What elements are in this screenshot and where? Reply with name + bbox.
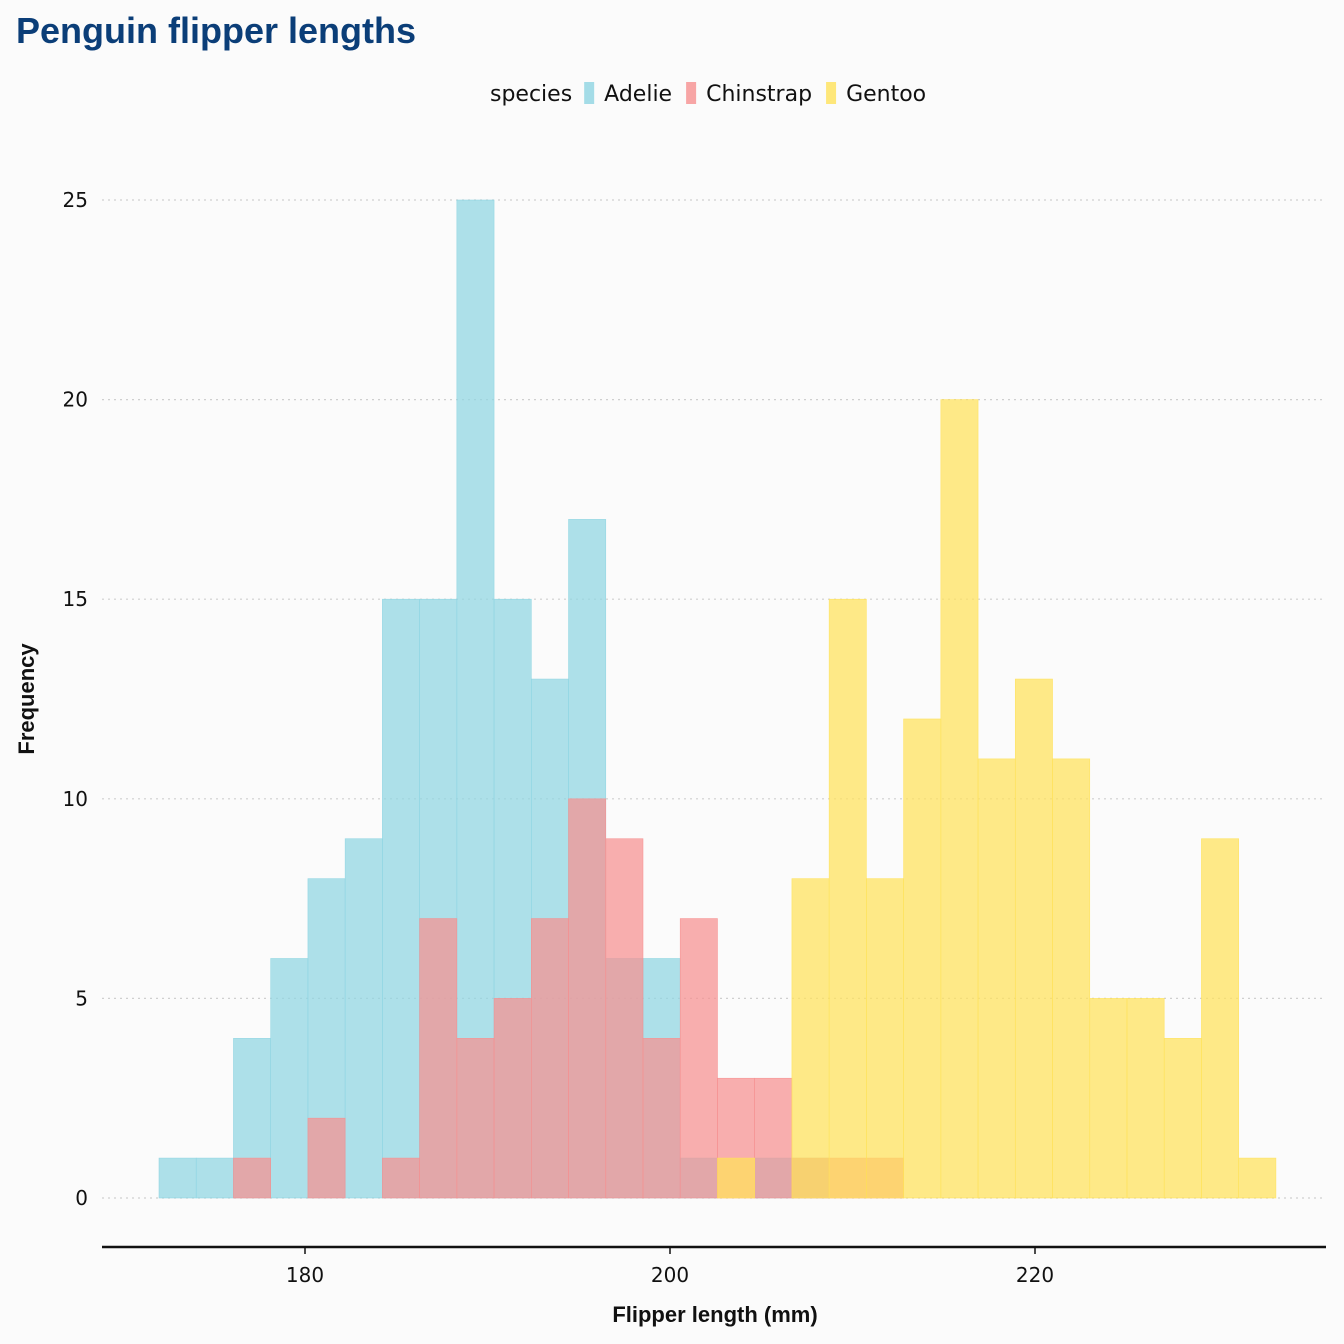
bar-chinstrap [456,1038,495,1199]
bar-chinstrap [642,1038,681,1199]
y-tick-label: 10 [63,787,88,811]
bar-chinstrap [568,798,607,1199]
bar-chinstrap [530,918,569,1199]
bar-chinstrap [605,838,644,1199]
bar-gentoo [1126,998,1165,1199]
bar-adelie [270,958,309,1199]
bar-chinstrap [419,918,458,1199]
y-tick-label: 25 [63,188,88,212]
chart-title: Penguin flipper lengths [16,10,416,51]
legend-label-chinstrap: Chinstrap [706,82,812,107]
histogram-bars [158,199,1277,1199]
bar-chinstrap [679,918,718,1199]
bar-chinstrap [382,1157,420,1199]
legend-swatch-chinstrap [686,82,697,104]
bar-chinstrap [493,998,532,1199]
x-tick-label: 200 [651,1263,689,1287]
legend-label-gentoo: Gentoo [846,82,926,107]
bar-adelie [158,1157,197,1199]
bar-gentoo [1052,758,1091,1199]
axes: 0 5 10 15 20 25 180 200 220 [63,188,1326,1287]
bar-chinstrap [754,1077,793,1199]
legend: species Adelie Chinstrap Gentoo [490,82,926,107]
bar-gentoo [940,399,979,1199]
bar-gentoo [903,718,942,1199]
y-axis-title: Frequency [14,643,39,755]
bar-gentoo [1201,838,1239,1199]
legend-title: species [490,82,572,107]
legend-swatch-gentoo [826,82,837,104]
y-tick-label: 20 [63,388,88,412]
x-tick-label: 220 [1016,1263,1054,1287]
bar-gentoo [1089,998,1128,1199]
bar-adelie [382,598,420,1199]
bar-gentoo [1163,1038,1202,1199]
bar-gentoo [977,758,1016,1199]
bar-gentoo [1238,1157,1277,1199]
bar-chinstrap [233,1157,271,1199]
bar-gentoo [791,878,830,1199]
bar-gentoo [717,1157,755,1199]
series-gentoo [717,399,1277,1199]
bar-chinstrap [307,1117,346,1199]
y-tick-label: 15 [63,587,88,611]
y-tick-label: 5 [75,986,88,1010]
x-axis-title: Flipper length (mm) [612,1302,817,1327]
bar-adelie [344,838,383,1199]
legend-label-adelie: Adelie [604,82,672,107]
x-tick-label: 180 [286,1263,324,1287]
bar-adelie [195,1157,234,1199]
bar-gentoo [866,878,904,1199]
legend-swatch-adelie [584,82,595,104]
bar-gentoo [1014,678,1053,1199]
bar-gentoo [828,598,867,1199]
y-tick-label: 0 [75,1186,88,1210]
